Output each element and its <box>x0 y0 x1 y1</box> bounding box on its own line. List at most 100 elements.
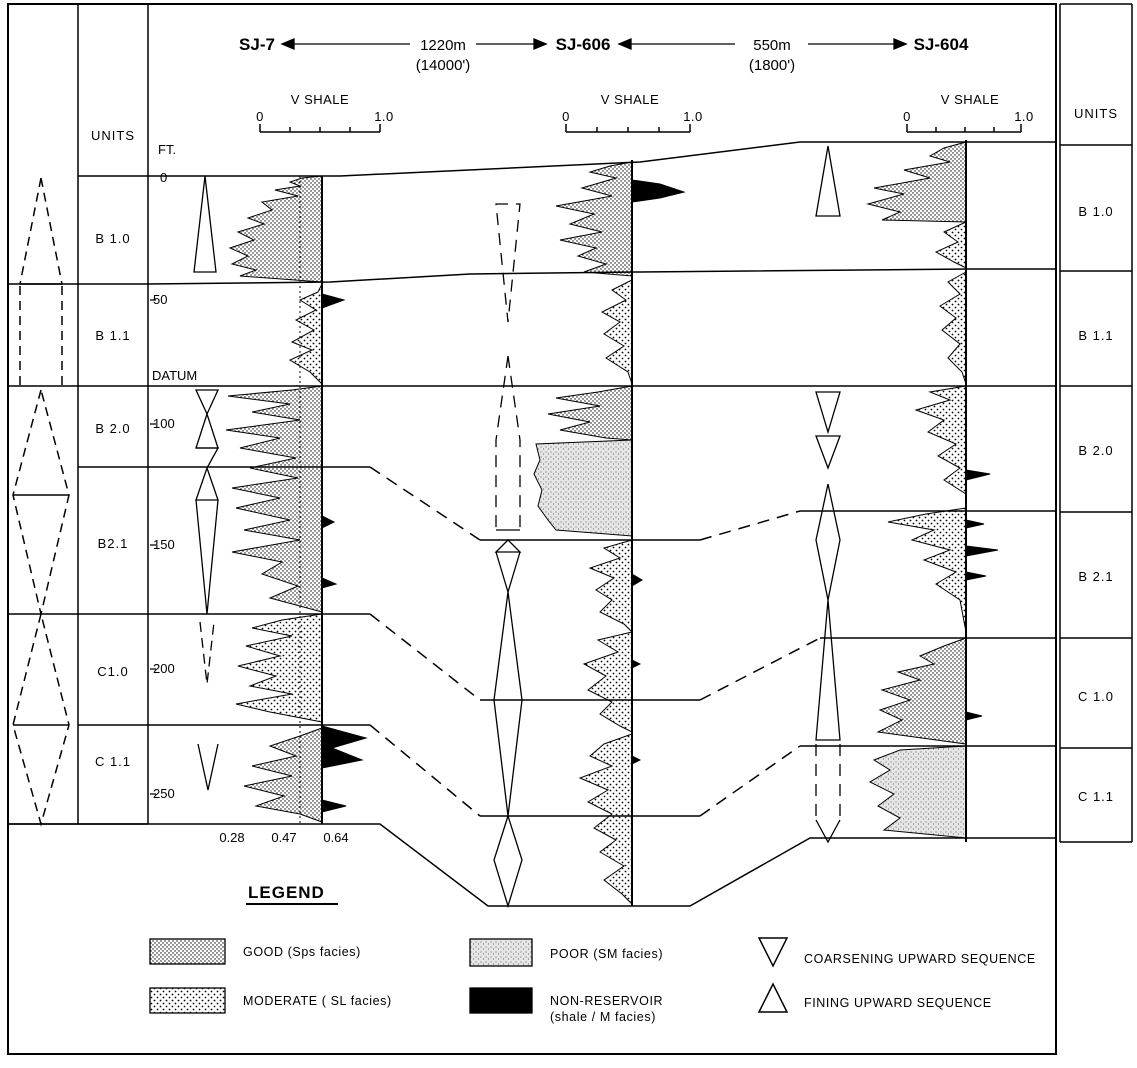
coarsening-upward-symbol <box>197 743 219 791</box>
depth-tick-200: 200 <box>153 661 175 676</box>
vshale-scale-sj7: V SHALE 0 1.0 <box>256 92 394 133</box>
log-sj604-c10 <box>876 637 967 745</box>
log-sj604-b10 <box>866 141 967 223</box>
fining-upward-triangle <box>193 175 217 273</box>
well-name-sj7: SJ-7 <box>239 35 275 54</box>
coarsening-upward-triangle <box>815 435 841 470</box>
distance-2-imperial: (1800') <box>749 57 795 74</box>
vshale-max: 1.0 <box>1014 109 1034 124</box>
svg-text:(shale / M facies): (shale / M facies) <box>550 1010 656 1024</box>
log-sj606-poor <box>533 439 633 537</box>
cutoff-labels: 0.28 0.47 0.64 <box>219 830 348 845</box>
well-log-sj604 <box>866 140 999 842</box>
log-sj606-nonres <box>631 179 686 765</box>
legend-item-good: GOOD (Sps facies) <box>149 938 361 965</box>
sequence-symbols-sj7 <box>193 175 220 791</box>
diamond-sequence-symbol <box>12 387 70 615</box>
log-sj606-c10 <box>582 631 633 733</box>
svg-text:FINING UPWARD SEQUENCE: FINING UPWARD SEQUENCE <box>804 996 992 1010</box>
depth-unit-label: FT. <box>158 142 176 157</box>
cutoff-047: 0.47 <box>271 830 296 845</box>
right-unit-b10: B 1.0 <box>1078 204 1113 219</box>
svg-text:NON-RESERVOIR: NON-RESERVOIR <box>550 994 663 1008</box>
coarsening-dashed-triangle <box>495 203 521 323</box>
sequence-symbols-sj604 <box>815 145 841 844</box>
log-sj606-b21 <box>588 539 633 634</box>
depth-tick-100: 100 <box>153 416 175 431</box>
coarsening-legend-icon <box>757 937 789 968</box>
vshale-title: V SHALE <box>941 92 999 107</box>
vshale-title: V SHALE <box>601 92 659 107</box>
legend-item-coarsening: COARSENING UPWARD SEQUENCE <box>757 937 1036 968</box>
well-log-sj7 <box>225 175 368 824</box>
right-unit-c11: C 1.1 <box>1078 789 1114 804</box>
log-sj604-c11 <box>868 745 967 839</box>
vshale-title: V SHALE <box>291 92 349 107</box>
legend-item-moderate: MODERATE ( SL facies) <box>149 987 392 1014</box>
depth-axis: FT. DATUM 0 50 100 150 200 250 <box>150 142 197 801</box>
diamond-sequence-symbol-2 <box>12 613 70 827</box>
frame <box>7 3 1133 1055</box>
vshale-min: 0 <box>903 109 911 124</box>
units-header-left: UNITS <box>91 128 135 143</box>
log-sj604-b11 <box>939 271 967 385</box>
right-unit-c10: C 1.0 <box>1078 689 1114 704</box>
log-sj7-good-mid <box>225 385 323 613</box>
right-unit-labels: B 1.0 B 1.1 B 2.0 B 2.1 C 1.0 C 1.1 <box>1078 204 1114 804</box>
log-sj7-nonres <box>321 293 368 813</box>
left-unit-b10: B 1.0 <box>95 231 130 246</box>
distance-1-metric: 1220m <box>420 37 466 54</box>
distance-1-imperial: (14000') <box>416 57 471 74</box>
log-sj604-nonres <box>965 469 999 721</box>
fining-upward-dashed-symbol <box>19 177 63 285</box>
log-sj606-c11 <box>578 733 633 906</box>
distance-2-metric: 550m <box>753 37 791 54</box>
vshale-max: 1.0 <box>683 109 703 124</box>
depth-tick-0: 0 <box>160 170 167 185</box>
left-unit-labels: B 1.0 B 1.1 B 2.0 B2.1 C1.0 C 1.1 <box>95 231 130 769</box>
vshale-scale-sj604: V SHALE 0 1.0 <box>903 92 1034 133</box>
depth-tick-150: 150 <box>153 537 175 552</box>
cutoff-064: 0.64 <box>323 830 348 845</box>
depth-tick-50: 50 <box>153 292 167 307</box>
log-sj7-moderate-upper <box>288 283 323 386</box>
legend-item-poor: POOR (SM facies) <box>469 938 663 967</box>
well-name-sj604: SJ-604 <box>914 35 969 54</box>
svg-text:COARSENING UPWARD SEQUENCE: COARSENING UPWARD SEQUENCE <box>804 952 1036 966</box>
log-sj7-good <box>228 175 323 283</box>
left-unit-b11: B 1.1 <box>95 328 130 343</box>
log-sj7-moderate-lower <box>235 613 323 723</box>
legend: LEGEND GOOD (Sps facies) MODERATE ( SL f… <box>149 883 1036 1024</box>
coarsening-upward-triangle <box>194 389 220 416</box>
log-sj604-b10-top <box>934 221 967 269</box>
svg-text:POOR (SM facies): POOR (SM facies) <box>550 947 663 961</box>
log-sj606-b11 <box>600 279 633 385</box>
svg-text:GOOD (Sps facies): GOOD (Sps facies) <box>243 945 361 959</box>
fining-upward-triangle <box>815 145 841 217</box>
cutoff-028: 0.28 <box>219 830 244 845</box>
outer-border <box>7 3 1057 1055</box>
right-unit-b21: B 2.1 <box>1078 569 1113 584</box>
depth-tick-250: 250 <box>153 786 175 801</box>
units-header-right: UNITS <box>1074 106 1118 121</box>
log-sj7-c11 <box>243 727 323 823</box>
left-unit-b21: B2.1 <box>98 536 129 551</box>
vshale-max: 1.0 <box>374 109 394 124</box>
right-unit-b11: B 1.1 <box>1078 328 1113 343</box>
fining-legend-icon <box>757 982 789 1013</box>
left-unit-b20: B 2.0 <box>95 421 130 436</box>
log-sj606-b20 <box>547 385 633 441</box>
vshale-scale-sj606: V SHALE 0 1.0 <box>562 92 703 133</box>
datum-label: DATUM <box>152 368 197 383</box>
svg-text:MODERATE ( SL facies): MODERATE ( SL facies) <box>243 994 392 1008</box>
log-sj604-b21 <box>887 507 967 633</box>
left-sequence-symbols <box>12 177 70 827</box>
vshale-min: 0 <box>256 109 264 124</box>
legend-item-nonres: NON-RESERVOIR (shale / M facies) <box>469 987 663 1024</box>
vshale-min: 0 <box>562 109 570 124</box>
log-sj604-b20 <box>914 385 967 495</box>
legend-item-fining: FINING UPWARD SEQUENCE <box>757 982 992 1013</box>
log-sj606-good-upper <box>555 161 633 277</box>
sequence-symbols-sj606 <box>493 203 523 909</box>
